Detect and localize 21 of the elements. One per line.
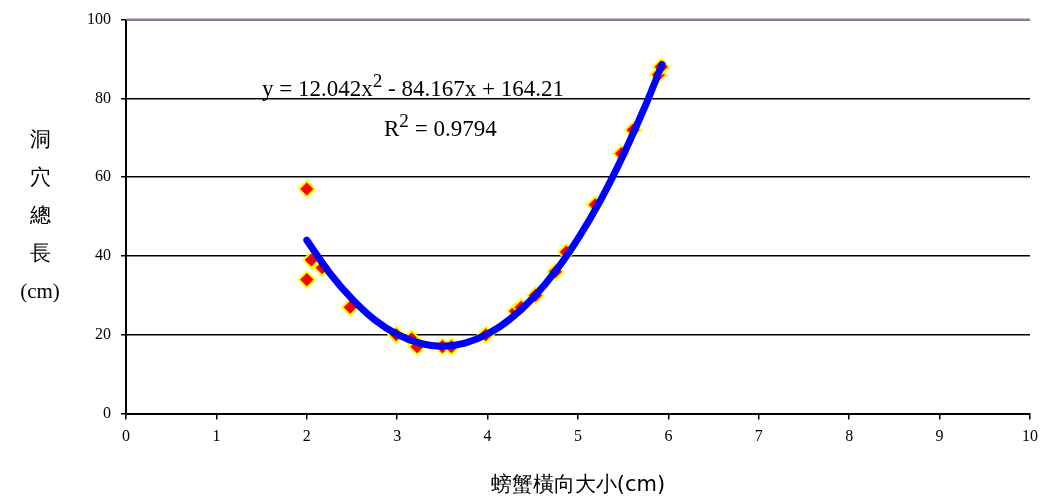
y-axis-title: 洞穴總長(cm) xyxy=(19,126,61,305)
y-tick-label: 40 xyxy=(95,246,111,264)
x-tick-label: 10 xyxy=(1022,427,1038,445)
y-tick-label: 100 xyxy=(87,9,111,27)
x-tick-label: 9 xyxy=(935,427,944,445)
x-tick-label: 3 xyxy=(393,427,402,445)
x-tick-label: 5 xyxy=(574,427,582,445)
x-tick-label: 4 xyxy=(483,427,492,445)
x-tick-label: 2 xyxy=(302,427,311,445)
x-tick-label: 6 xyxy=(664,427,673,445)
y-tick-label: 80 xyxy=(95,88,111,106)
annotation: y = 12.042x$^{2}$ - 84.167x + 164.21 xyxy=(262,70,564,102)
x-axis-title: 螃蟹橫向大小(cm) xyxy=(490,471,666,496)
x-tick-label: 7 xyxy=(754,427,763,445)
y-tick-label: 0 xyxy=(103,403,111,421)
y-tick-label: 20 xyxy=(95,325,111,342)
y-tick-label: 60 xyxy=(95,167,111,185)
x-tick-label: 1 xyxy=(212,427,221,445)
x-tick-label: 0 xyxy=(122,427,130,445)
annotation: R$^{2}$ = 0.9794 xyxy=(384,110,497,142)
x-tick-label: 8 xyxy=(845,427,854,445)
